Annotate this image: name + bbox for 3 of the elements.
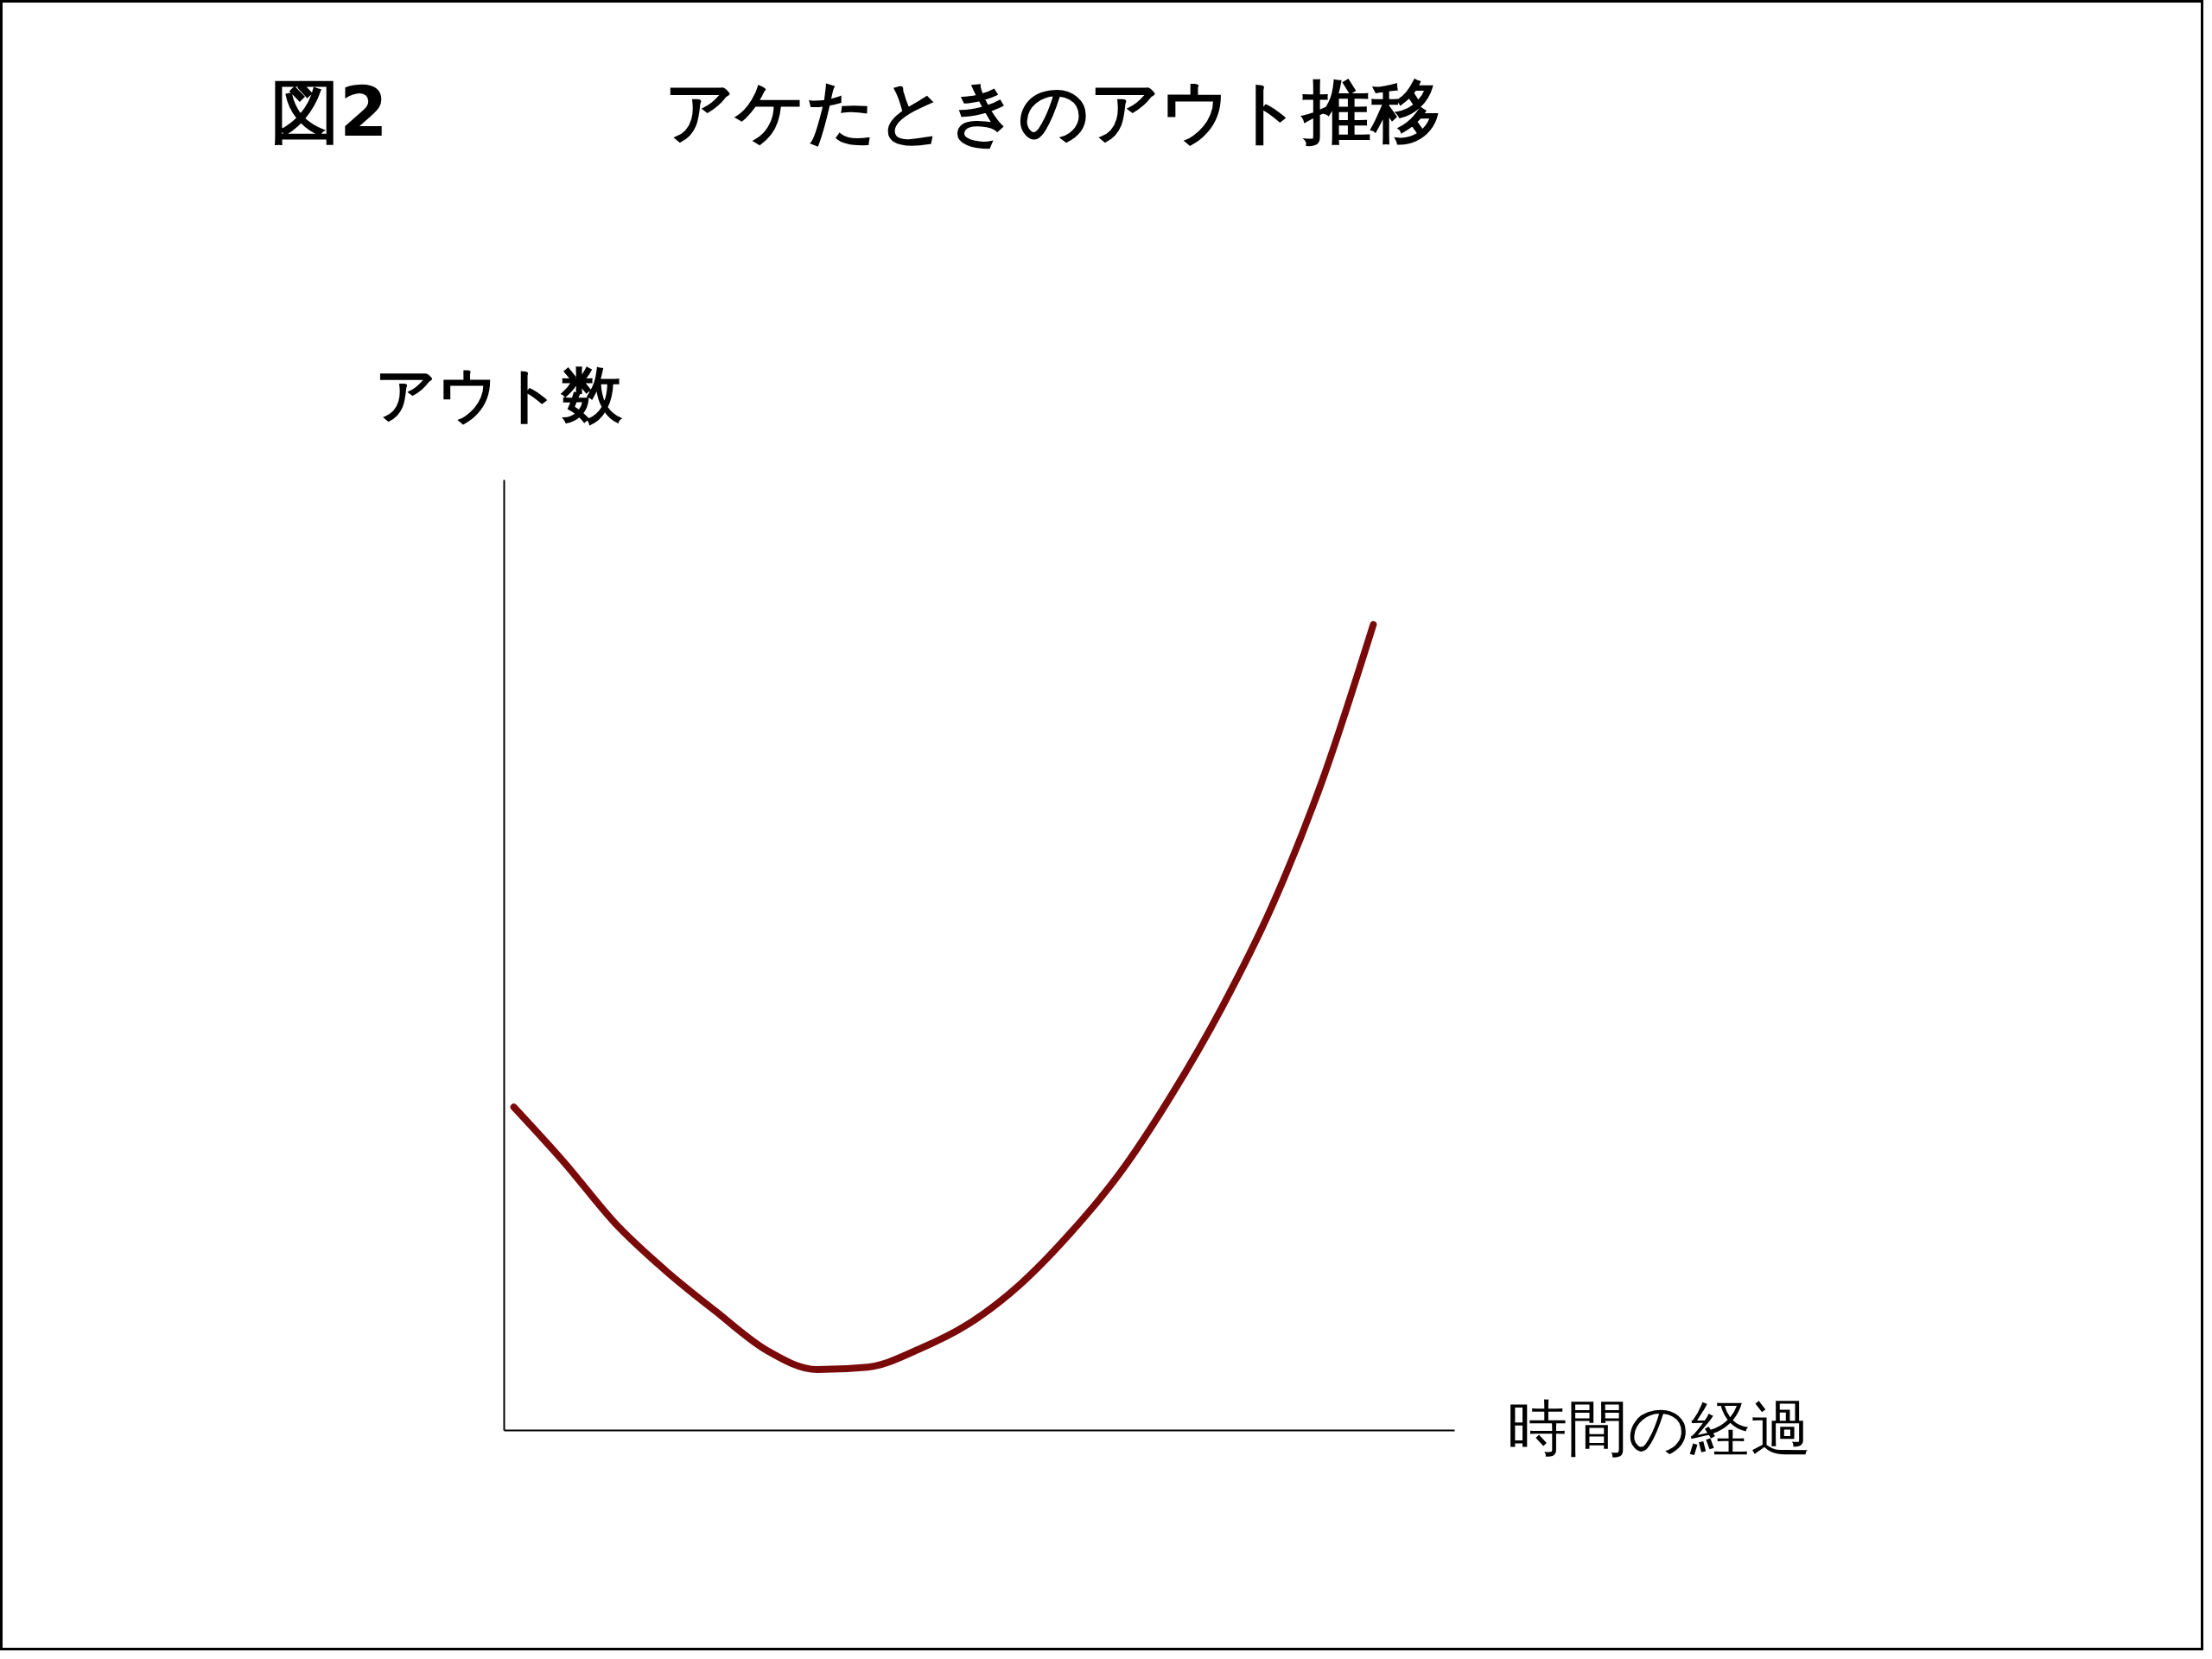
x-axis-title: 時間の経過 bbox=[1506, 1392, 1811, 1464]
chart-title: 図2 アケたときのアウト推移 bbox=[270, 72, 1440, 152]
y-axis-title: アウト数 bbox=[374, 359, 623, 430]
